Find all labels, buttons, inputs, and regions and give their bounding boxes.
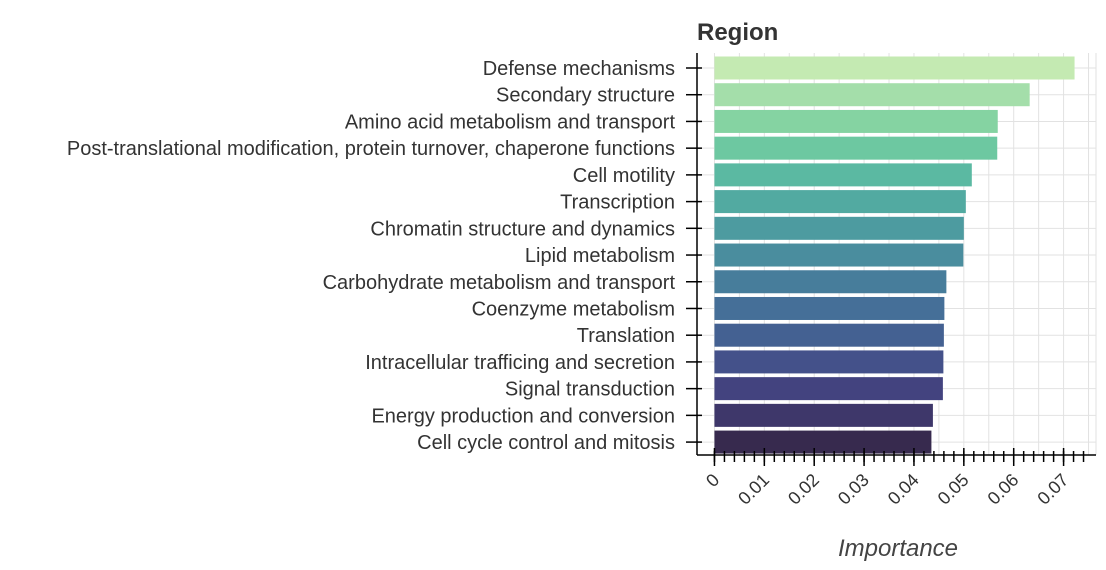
category-label: Coenzyme metabolism: [472, 298, 675, 320]
category-label: Intracellular trafficing and secretion: [365, 352, 675, 374]
bar: [714, 56, 1075, 80]
bar: [714, 136, 998, 160]
x-tick-label: 0.07: [1033, 470, 1072, 509]
bar: [714, 323, 944, 347]
category-label: Transcription: [560, 192, 675, 214]
bar: [714, 377, 943, 401]
x-tick-label: 0.02: [784, 470, 823, 509]
category-label: Cell cycle control and mitosis: [417, 432, 675, 454]
x-tick-labels: 0 0.01 0.02 0.03 0.04 0.05 0.06 0.07: [702, 470, 1072, 509]
category-label: Defense mechanisms: [483, 58, 675, 80]
category-label: Lipid metabolism: [525, 245, 675, 267]
bar: [714, 430, 932, 454]
category-label: Energy production and conversion: [371, 405, 675, 427]
bar: [714, 109, 998, 133]
bar: [714, 350, 944, 374]
category-labels: Defense mechanisms Secondary structure Ami…: [67, 58, 676, 454]
category-label: Amino acid metabolism and transport: [345, 111, 676, 133]
category-label: Post-translational modification, protein…: [67, 138, 675, 160]
category-label: Cell motility: [573, 165, 675, 187]
category-label: Signal transduction: [505, 379, 675, 401]
x-tick-label: 0: [702, 470, 723, 491]
bar: [714, 216, 964, 240]
category-label: Carbohydrate metabolism and transport: [323, 272, 676, 294]
axes: [686, 53, 1096, 466]
x-axis-title: Importance: [838, 535, 958, 562]
bars: [714, 56, 1075, 454]
bar: [714, 403, 933, 427]
x-tick-label: 0.03: [834, 470, 873, 509]
chart-title: Region: [697, 19, 778, 46]
category-label: Secondary structure: [496, 85, 675, 107]
bar: [714, 243, 964, 267]
x-tick-label: 0.06: [984, 470, 1023, 509]
x-tick-label: 0.01: [734, 470, 773, 509]
category-label: Chromatin structure and dynamics: [370, 218, 675, 240]
x-tick-label: 0.04: [884, 470, 923, 509]
x-tick-label: 0.05: [934, 470, 973, 509]
bar: [714, 83, 1030, 107]
bar: [714, 163, 972, 187]
bar: [714, 296, 945, 320]
bar: [714, 270, 947, 294]
bar: [714, 190, 966, 214]
category-label: Translation: [577, 325, 675, 347]
